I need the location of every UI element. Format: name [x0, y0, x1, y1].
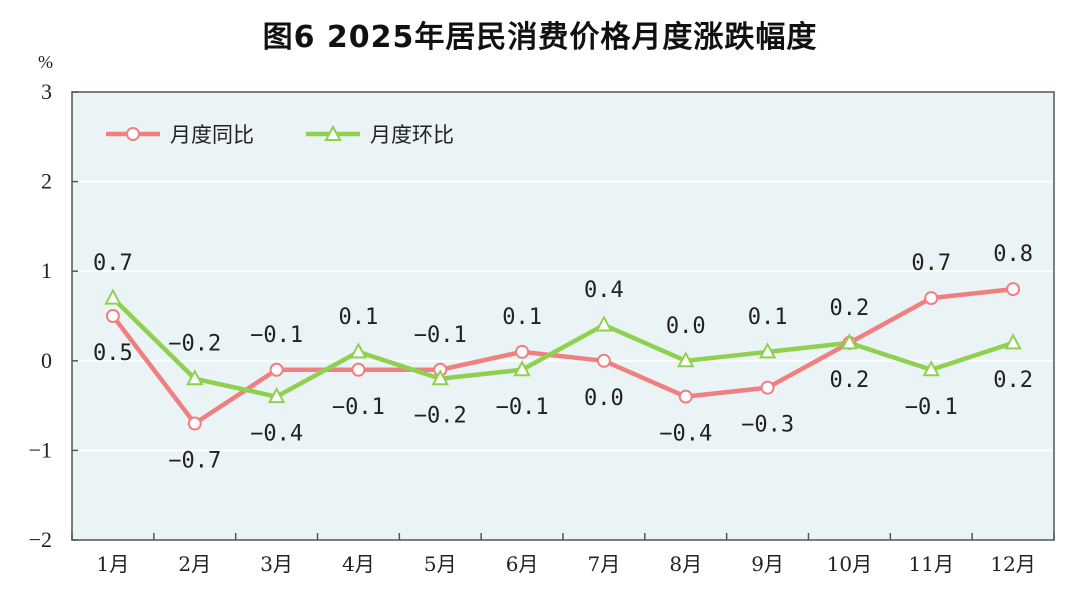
x-tick-label: 6月	[506, 552, 539, 576]
data-label-series-1: −0.3	[741, 413, 794, 438]
data-point-triangle	[513, 360, 531, 377]
x-tick-label: 5月	[424, 552, 457, 576]
data-label-series-1: −0.1	[414, 323, 467, 348]
data-point-triangle	[349, 342, 368, 359]
x-tick-label: 10月	[827, 552, 872, 576]
legend-marker-circle	[126, 127, 140, 141]
chart-title: 图6 2025年居民消费价格月度涨跌幅度	[262, 20, 818, 55]
y-tick-label: 3	[41, 79, 52, 104]
x-tick-label: 12月	[990, 552, 1035, 576]
data-point-triangle	[186, 369, 204, 386]
y-tick-label: 1	[41, 258, 52, 283]
x-tick-label: 2月	[178, 552, 211, 576]
x-tick-label: 8月	[669, 552, 702, 576]
y-tick-label: 0	[41, 348, 52, 373]
data-label-series-2: 0.2	[993, 368, 1033, 393]
data-label-series-1: 0.8	[993, 242, 1033, 267]
data-point-circle	[105, 309, 120, 323]
data-point-circle	[269, 362, 284, 377]
data-label-series-1: −0.1	[332, 395, 385, 420]
data-label-series-1: 0.1	[502, 305, 542, 330]
data-point-circle	[924, 291, 939, 306]
data-point-triangle	[104, 288, 122, 305]
data-point-triangle	[840, 333, 859, 350]
data-point-triangle	[431, 369, 449, 386]
data-point-circle	[760, 380, 775, 395]
data-label-series-2: 0.7	[93, 251, 133, 276]
data-label-series-1: 0.5	[93, 341, 133, 366]
x-tick-label: 3月	[260, 552, 293, 576]
data-label-series-1: 0.2	[830, 368, 870, 393]
data-point-triangle	[677, 351, 695, 368]
x-tick-label: 7月	[588, 552, 621, 576]
data-label-series-2: −0.1	[496, 395, 549, 420]
data-point-circle	[515, 344, 530, 359]
data-label-series-1: −0.4	[659, 422, 712, 447]
x-tick-label: 4月	[342, 552, 375, 576]
x-tick-label: 11月	[909, 552, 954, 576]
legend-marker-triangle	[324, 124, 342, 141]
y-tick-label: −2	[29, 527, 52, 552]
data-label-series-1: 0.0	[584, 386, 624, 411]
data-point-circle	[1006, 282, 1021, 297]
x-tick-label: 1月	[97, 552, 130, 576]
data-label-series-2: 0.1	[339, 305, 379, 330]
data-label-series-2: 0.0	[666, 314, 706, 339]
data-label-series-1: −0.7	[168, 449, 221, 474]
y-tick-label: 2	[41, 169, 52, 194]
data-label-series-2: −0.2	[414, 404, 467, 429]
y-axis-unit-label: %	[38, 52, 53, 72]
legend-label-2: 月度环比	[370, 123, 454, 147]
data-point-triangle	[922, 360, 940, 377]
data-label-series-1: 0.7	[911, 251, 951, 276]
legend-label-1: 月度同比	[170, 123, 254, 147]
data-point-circle	[351, 362, 366, 377]
series-line-2	[111, 296, 1014, 399]
x-tick-label: 9月	[751, 552, 784, 576]
series-line-1	[111, 286, 1014, 426]
data-point-circle	[187, 416, 202, 431]
data-label-series-2: −0.1	[905, 395, 958, 420]
data-label-series-2: 0.4	[584, 278, 624, 303]
data-label-series-1: −0.1	[250, 323, 303, 348]
data-label-series-2: −0.2	[168, 332, 221, 357]
data-label-series-2: −0.4	[250, 422, 303, 447]
data-point-triangle	[595, 315, 613, 332]
data-point-triangle	[1004, 333, 1022, 350]
data-point-triangle	[758, 342, 777, 359]
data-point-circle	[596, 353, 611, 368]
y-tick-label: −1	[29, 437, 52, 462]
data-label-series-2: 0.2	[830, 296, 870, 321]
data-point-circle	[678, 389, 693, 404]
data-point-triangle	[267, 387, 286, 404]
data-label-series-2: 0.1	[748, 305, 788, 330]
plot-area	[72, 92, 1054, 540]
